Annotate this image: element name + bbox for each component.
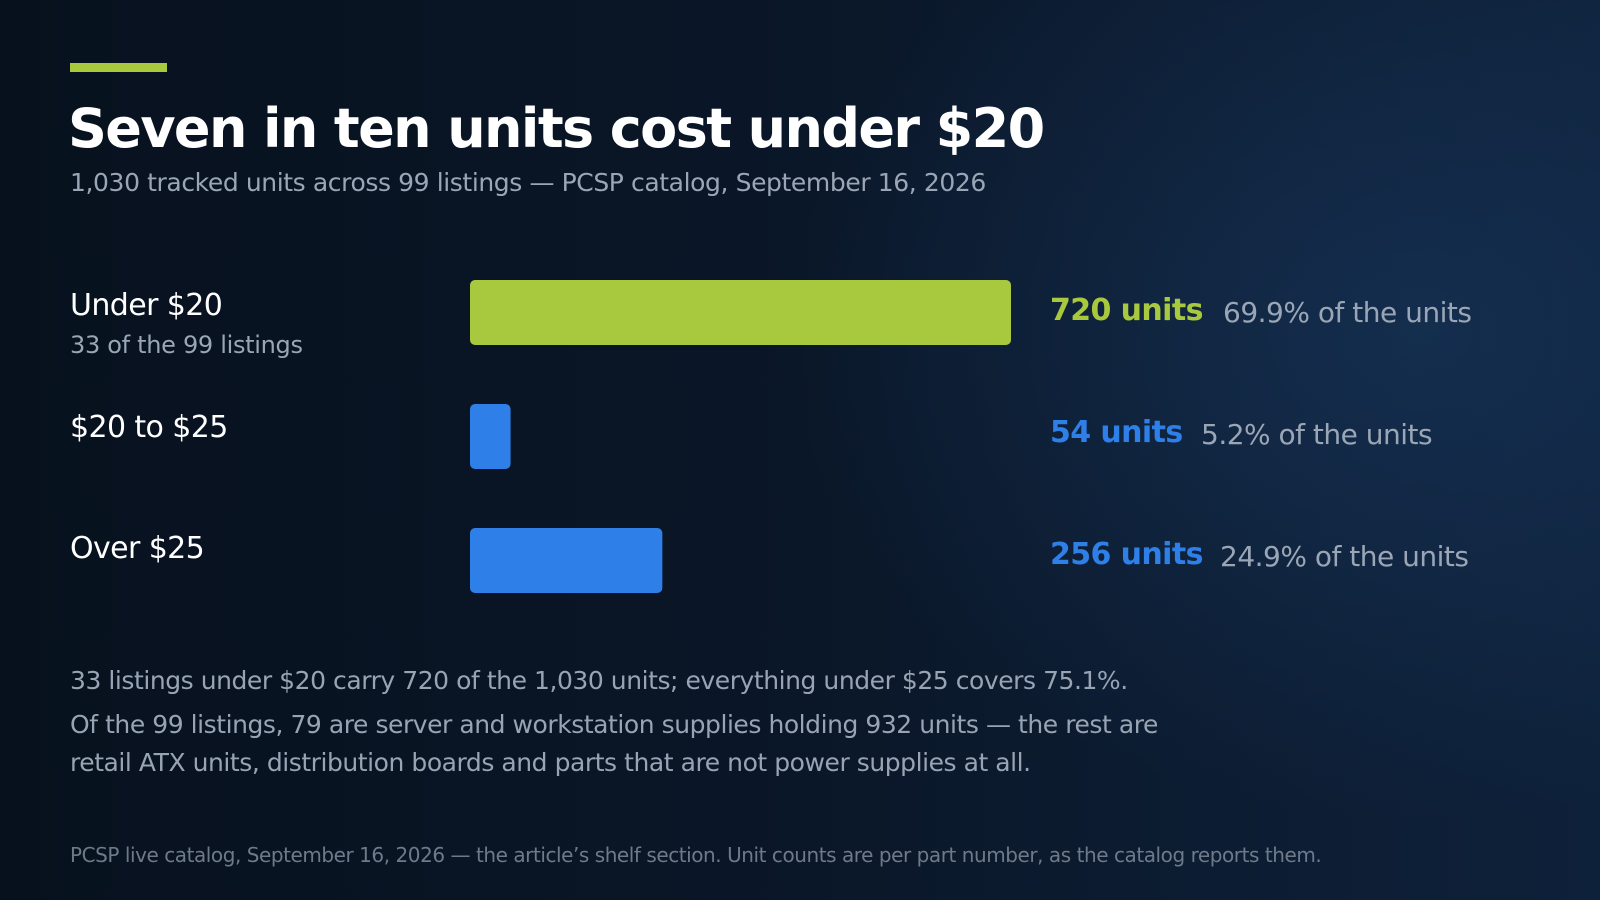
source-note: PCSP live catalog, September 16, 2026 — … — [70, 843, 1322, 867]
bar-20-to-25 — [470, 404, 511, 469]
bar-over-25 — [470, 528, 663, 593]
bar-under-20 — [470, 280, 1011, 345]
value-label-20-to-25: 54 units — [1050, 415, 1183, 450]
value-label-over-25: 256 units — [1050, 537, 1203, 572]
share-label-20-to-25: 5.2% of the units — [1201, 418, 1433, 451]
accent-rule — [70, 63, 167, 72]
note-line-3: retail ATX units, distribution boards an… — [70, 748, 1031, 777]
note-line-2: Of the 99 listings, 79 are server and wo… — [70, 710, 1158, 739]
chart-title: Seven in ten units cost under $20 — [68, 97, 1045, 160]
category-label-over-25: Over $25 — [70, 531, 205, 566]
note-line-1: 33 listings under $20 carry 720 of the 1… — [70, 666, 1128, 695]
share-label-over-25: 24.9% of the units — [1220, 540, 1469, 573]
value-label-under-20: 720 units — [1050, 293, 1203, 328]
share-label-under-20: 69.9% of the units — [1223, 296, 1472, 329]
category-label-under-20: Under $20 — [70, 288, 223, 323]
category-label-20-to-25: $20 to $25 — [70, 410, 228, 445]
chart-subtitle: 1,030 tracked units across 99 listings —… — [70, 168, 986, 197]
category-note-under-20: 33 of the 99 listings — [70, 331, 303, 359]
